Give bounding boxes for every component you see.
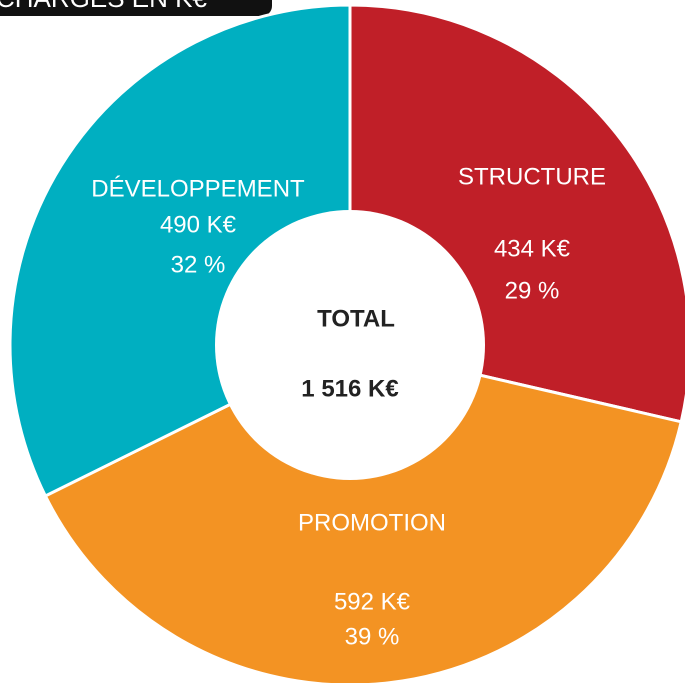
share-label: 32 % [171,251,226,278]
title-tab [0,0,272,16]
slice-name: DÉVELOPPEMENT [91,175,305,202]
donut-hole [215,210,485,480]
value-label: 592 K€ [334,588,411,615]
center-title: TOTAL [317,305,395,332]
value-label: 490 K€ [160,211,237,238]
share-label: 39 % [345,623,400,650]
share-label: 29 % [505,277,560,304]
slice-name: PROMOTION [298,509,446,536]
slice-name: STRUCTURE [458,163,606,190]
value-label: 434 K€ [494,235,571,262]
chart-title: CHARGES EN K€ [0,0,207,13]
center-value: 1 516 K€ [301,375,398,402]
